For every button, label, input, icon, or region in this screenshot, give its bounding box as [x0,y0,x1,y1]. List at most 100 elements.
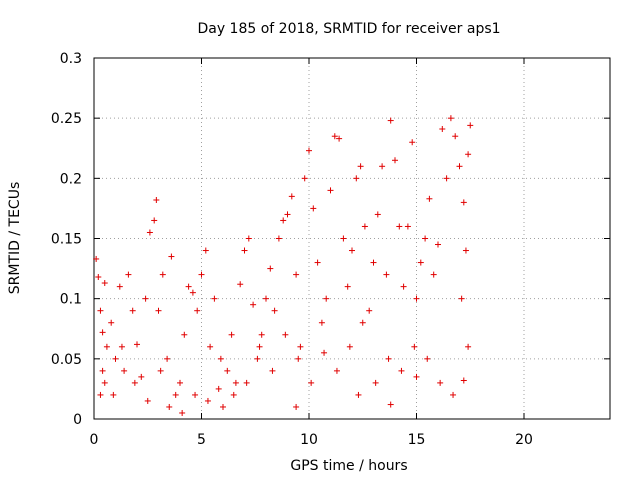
data-point [215,385,222,392]
data-point [198,271,205,278]
axis-ticks: 0 5 10 15 20 0 0.05 0.1 0.15 0.2 0.25 0.3 [51,51,610,448]
data-point [230,391,237,398]
data-point [318,319,325,326]
y-tick-label: 0.1 [60,292,82,308]
data-point [396,223,403,230]
data-point [245,235,252,242]
data-point [346,343,353,350]
data-point [400,283,407,290]
data-point [306,147,312,154]
data-point [217,355,224,362]
data-point [232,379,239,386]
y-tick-label: 0.15 [51,232,82,248]
y-tick-label: 0.3 [60,51,82,67]
data-point [383,271,390,278]
data-point [269,367,276,374]
data-point [146,229,153,236]
data-point [439,125,446,132]
data-point [159,271,166,278]
data-point [179,409,186,416]
data-point [243,379,250,386]
data-point [258,331,265,338]
data-point [424,355,431,362]
data-point [372,379,379,386]
data-point [301,175,308,182]
data-point [237,281,244,288]
data-point [437,379,444,386]
data-point [308,379,315,386]
x-tick-label: 15 [408,432,426,448]
data-point [435,241,441,248]
data-point [108,319,115,326]
data-point [101,379,108,386]
data-point [447,115,454,122]
data-point [204,397,211,404]
data-point [271,307,278,314]
y-axis-title: SRMTID / TECUs [7,182,23,295]
data-point [374,211,381,218]
data-point [177,379,183,386]
data-point [211,295,218,302]
data-point [166,403,173,410]
data-point [293,271,300,278]
data-point [353,175,360,182]
data-point [443,175,450,182]
data-point [280,217,287,224]
y-tick-label: 0 [73,412,82,428]
data-point [422,235,429,242]
data-point [164,355,171,362]
data-point [355,391,362,398]
data-point [387,117,394,124]
data-point [97,307,104,314]
data-point [131,379,138,386]
data-point [293,403,300,410]
data-point [263,295,269,302]
data-point [129,307,136,314]
data-point [370,259,377,266]
data-point [465,343,472,350]
data-point [284,211,291,218]
data-point [458,295,465,302]
data-point [465,151,472,158]
data-point [385,355,392,362]
data-point [430,271,437,278]
data-point [314,259,321,266]
data-point [194,307,201,314]
data-point [467,122,474,129]
data-point [379,163,386,170]
x-tick-label: 10 [300,432,318,448]
data-point [404,223,411,230]
data-point [207,343,214,350]
data-point [181,331,188,338]
data-point [121,367,128,374]
data-point [157,367,164,374]
data-point [202,247,209,254]
data-point [450,391,457,398]
data-point [359,319,366,326]
data-point [282,331,289,338]
data-point [336,135,343,142]
data-point [93,255,100,262]
data-point [103,343,110,350]
data-point [333,367,340,374]
plot-frame [93,57,611,420]
y-tick-label: 0.05 [51,352,82,368]
data-point [392,157,398,164]
data-point [413,373,420,380]
data-point [118,343,125,350]
data-point [267,265,274,272]
data-point [340,235,347,242]
data-point [95,274,102,281]
data-point [134,341,140,348]
data-point [97,391,104,398]
data-point [426,195,433,202]
data-point [228,331,235,338]
data-point [413,295,420,302]
data-point [331,133,338,140]
data-point [321,349,328,356]
data-point [297,343,304,350]
data-point [349,247,355,254]
data-point [411,343,418,350]
data-point [361,223,368,230]
